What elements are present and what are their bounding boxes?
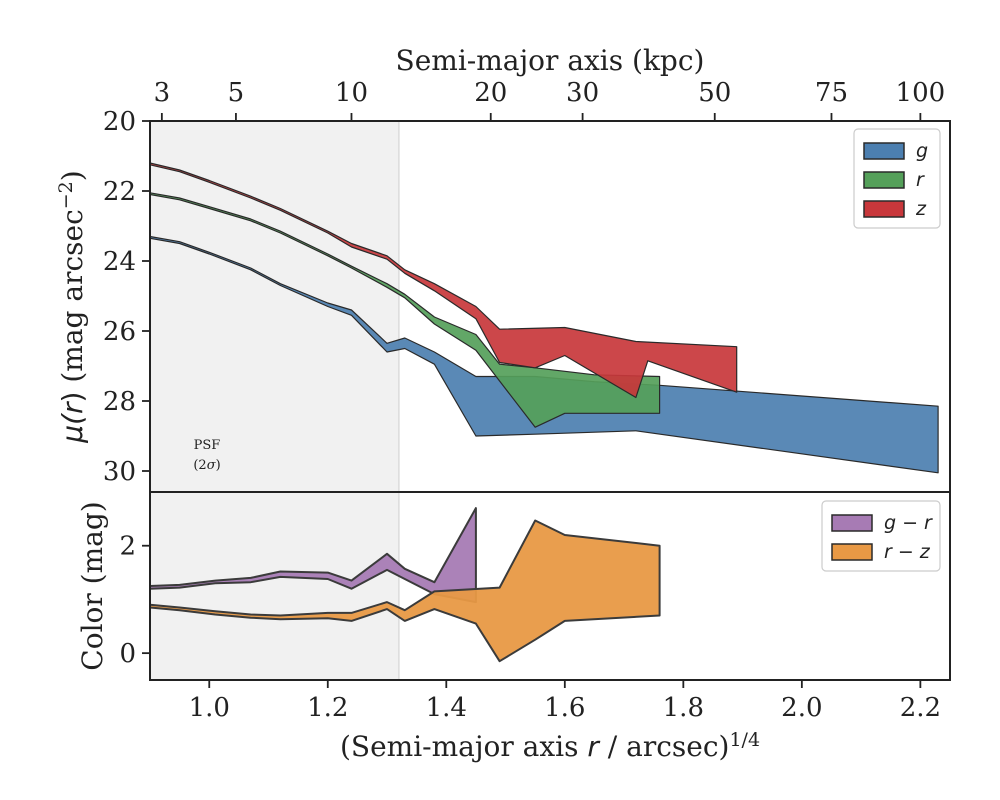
top-xtick-label: 5 bbox=[228, 78, 245, 108]
xtick-label: 1.0 bbox=[189, 693, 230, 723]
top-xtick-label: 20 bbox=[474, 78, 507, 108]
color-bands bbox=[149, 507, 661, 663]
top-xtick-label: 3 bbox=[154, 78, 171, 108]
legend-label-r-z: r − z bbox=[884, 541, 931, 563]
top-xtick-label: 75 bbox=[815, 78, 848, 108]
legend-label-r: r bbox=[916, 169, 925, 191]
xtick-label: 1.8 bbox=[663, 693, 704, 723]
top-xtick-label: 50 bbox=[698, 78, 731, 108]
ytick-label: 20 bbox=[103, 107, 136, 137]
x-axis-label: (Semi-major axis r / arcsec)1/4 bbox=[340, 729, 760, 763]
top-xtick-label: 10 bbox=[335, 78, 368, 108]
xtick-label: 1.6 bbox=[544, 693, 585, 723]
legend-color: g − r r − z bbox=[821, 500, 941, 572]
top-xtick-label: 30 bbox=[566, 78, 599, 108]
ytick-label: 22 bbox=[103, 177, 136, 207]
band-g bbox=[149, 235, 939, 474]
psf-label: PSF bbox=[194, 438, 221, 453]
y-axis-label-color: Color (mag) bbox=[76, 501, 109, 670]
ytick-label: 28 bbox=[103, 387, 136, 417]
xtick-label: 1.4 bbox=[426, 693, 467, 723]
ytick-label: 0 bbox=[119, 639, 136, 669]
legend-swatch-r-z bbox=[831, 543, 873, 561]
xtick-label: 2.0 bbox=[781, 693, 822, 723]
legend-label-g: g bbox=[916, 140, 928, 162]
band-z bbox=[149, 162, 738, 399]
xtick-label: 1.2 bbox=[307, 693, 348, 723]
band-r bbox=[149, 192, 661, 428]
legend-swatch-r bbox=[863, 171, 905, 189]
legend-swatch-g bbox=[863, 142, 905, 160]
psf-sigma-label: (2σ) bbox=[193, 458, 220, 473]
ytick-label: 24 bbox=[103, 247, 136, 277]
legend-swatch-z bbox=[863, 200, 905, 218]
surface-brightness-bands bbox=[149, 162, 939, 474]
top-xtick-label: 100 bbox=[896, 78, 946, 108]
legend-label-g-r: g − r bbox=[884, 512, 933, 534]
top-axis-label: Semi-major axis (kpc) bbox=[396, 44, 705, 77]
psf-region bbox=[150, 121, 399, 680]
ytick-label: 26 bbox=[103, 317, 136, 347]
ytick-label: 30 bbox=[103, 457, 136, 487]
legend-label-z: z bbox=[915, 198, 927, 220]
ytick-label: 2 bbox=[119, 532, 136, 562]
band-r-z bbox=[149, 519, 661, 663]
xtick-label: 2.2 bbox=[900, 693, 941, 723]
y-axis-label-surface-brightness: μ(r) (mag arcsec−2) bbox=[55, 170, 89, 443]
legend-swatch-g-r bbox=[831, 514, 873, 532]
bottom-panel-frame bbox=[149, 491, 951, 681]
legend-surface-brightness: grz bbox=[853, 128, 941, 229]
